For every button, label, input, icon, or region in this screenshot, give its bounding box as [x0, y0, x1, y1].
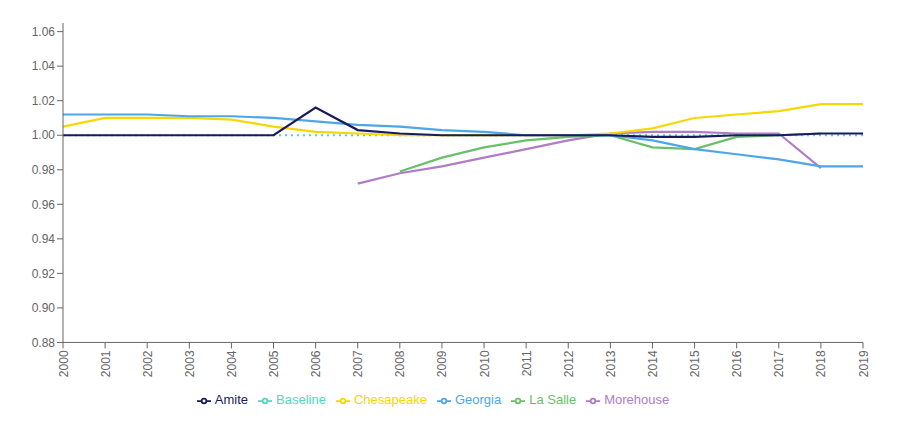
svg-text:2001: 2001	[99, 350, 113, 377]
svg-text:2002: 2002	[141, 350, 155, 377]
svg-text:1.00: 1.00	[32, 128, 56, 142]
svg-text:0.98: 0.98	[32, 163, 56, 177]
svg-text:2009: 2009	[435, 350, 449, 377]
svg-text:2013: 2013	[604, 350, 618, 377]
html-text:Baseline: Baseline	[276, 392, 326, 408]
svg-text:2006: 2006	[309, 350, 323, 377]
svg-text:0.96: 0.96	[32, 198, 56, 212]
svg-text:2000: 2000	[57, 350, 71, 377]
html-text:Chesapeake: Chesapeake	[353, 392, 427, 408]
svg-text:2010: 2010	[478, 350, 492, 377]
svg-text:2011: 2011	[520, 350, 534, 376]
svg-text:2014: 2014	[646, 350, 660, 377]
html-text:La Salle: La Salle	[529, 392, 577, 408]
svg-text:2008: 2008	[393, 350, 407, 377]
svg-text:2005: 2005	[267, 350, 281, 377]
svg-text:1.02: 1.02	[32, 94, 56, 108]
svg-text:2016: 2016	[730, 350, 744, 377]
svg-text:2003: 2003	[183, 350, 197, 377]
svg-text:2007: 2007	[351, 350, 365, 377]
svg-text:2012: 2012	[562, 350, 576, 377]
svg-text:2018: 2018	[814, 350, 828, 377]
html-text:Morehouse: Morehouse	[604, 392, 670, 408]
svg-text:2019: 2019	[857, 350, 871, 377]
svg-text:2015: 2015	[688, 350, 702, 377]
svg-text:0.92: 0.92	[32, 267, 56, 281]
svg-text:0.90: 0.90	[32, 301, 56, 315]
html-text:Amite: Amite	[214, 392, 248, 408]
svg-text:1.06: 1.06	[32, 25, 56, 39]
html-text:Georgia: Georgia	[454, 392, 502, 408]
svg-text:2004: 2004	[225, 350, 239, 377]
svg-text:0.88: 0.88	[32, 336, 56, 350]
svg-text:2017: 2017	[772, 350, 786, 377]
svg-text:1.04: 1.04	[32, 59, 56, 73]
svg-text:0.94: 0.94	[32, 232, 56, 246]
